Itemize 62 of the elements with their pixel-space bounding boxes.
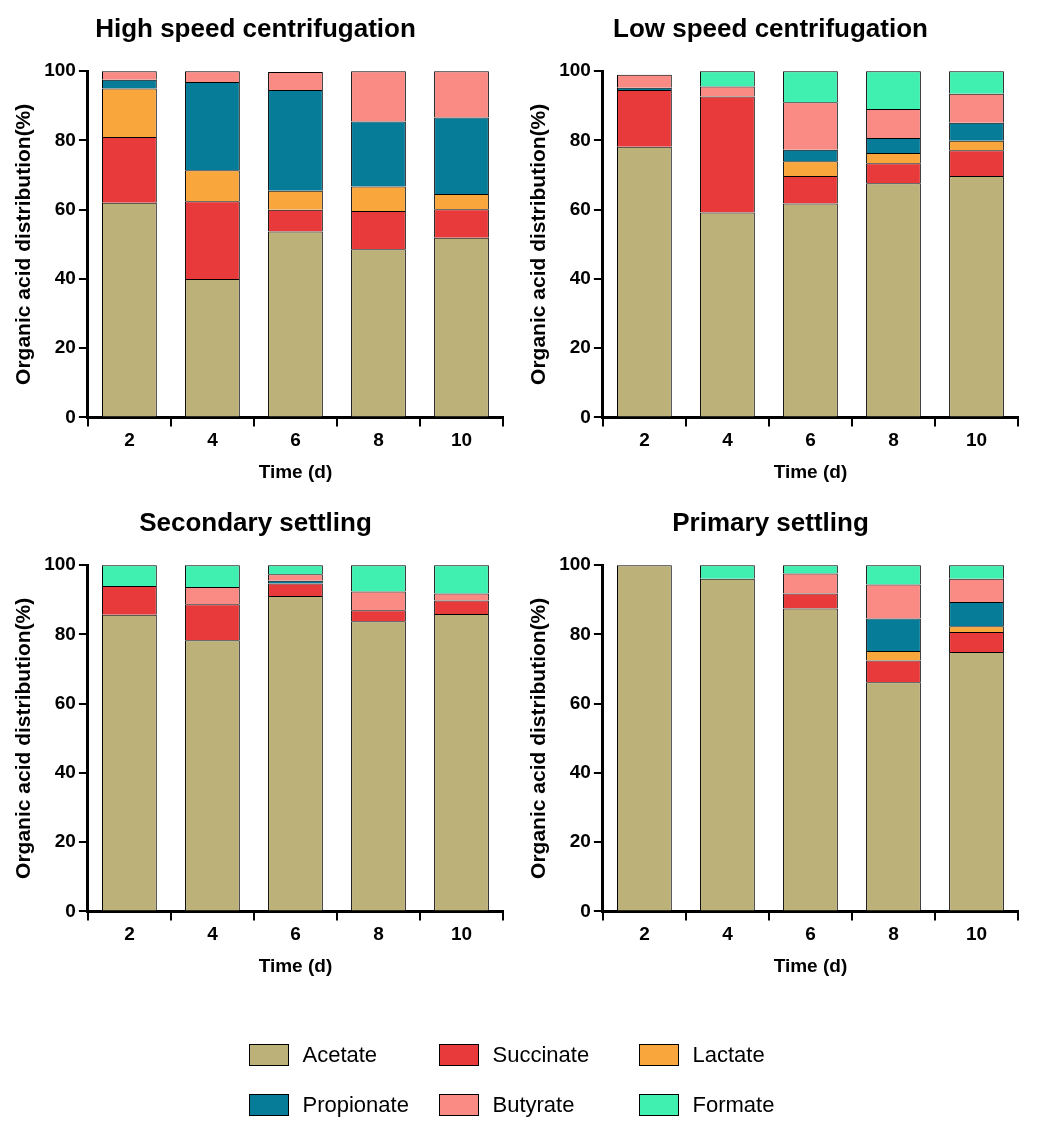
x-tick-label: 4 [207, 923, 219, 945]
x-tick-label: 2 [124, 429, 135, 451]
x-tick-label: 6 [805, 923, 816, 945]
y-tick-label: 100 [559, 59, 591, 81]
y-tick-label: 80 [569, 128, 591, 150]
y-tick-label: 80 [54, 622, 76, 644]
x-tick-label: 6 [290, 923, 301, 945]
x-tick-label: 6 [805, 429, 816, 451]
x-tick-label: 8 [888, 923, 899, 945]
y-tick-label: 40 [54, 267, 76, 289]
x-tick-label: 4 [722, 923, 734, 945]
y-tick-label: 100 [44, 553, 76, 575]
y-tick-label: 60 [569, 197, 591, 219]
y-tick-label: 0 [65, 899, 76, 921]
x-tick-label: 4 [722, 429, 734, 451]
x-tick-label: 8 [373, 429, 384, 451]
legend-label: Formate [692, 1092, 775, 1118]
y-tick-label: 0 [65, 405, 76, 427]
y-tick-label: 60 [54, 197, 76, 219]
legend-label: Acetate [302, 1042, 378, 1068]
y-tick-label: 60 [54, 691, 76, 713]
x-axis-title: Time (d) [258, 954, 333, 976]
chart-title: Primary settling [672, 506, 869, 537]
x-tick-label: 10 [450, 923, 473, 945]
chart-title: Low speed centrifugation [613, 12, 928, 43]
x-tick-label: 4 [207, 429, 219, 451]
legend-label: Lactate [692, 1042, 765, 1068]
legend-label: Butyrate [492, 1092, 575, 1118]
legend-label: Succinate [492, 1042, 590, 1068]
y-tick-label: 60 [569, 691, 591, 713]
y-tick-label: 0 [580, 405, 591, 427]
y-tick-label: 20 [569, 336, 591, 358]
y-tick-label: 20 [54, 336, 76, 358]
chart-title: Secondary settling [139, 506, 372, 537]
legend-label: Propionate [302, 1092, 409, 1118]
y-tick-label: 40 [54, 761, 76, 783]
x-tick-label: 2 [639, 429, 650, 451]
y-tick-label: 80 [569, 622, 591, 644]
x-axis-title: Time (d) [258, 460, 333, 482]
y-tick-label: 100 [44, 59, 76, 81]
x-tick-label: 10 [450, 429, 473, 451]
y-axis-title: Organic acid distribution(%) [11, 597, 35, 879]
x-axis-title: Time (d) [773, 460, 848, 482]
x-tick-label: 2 [124, 923, 135, 945]
y-tick-label: 40 [569, 761, 591, 783]
y-axis-title: Organic acid distribution(%) [526, 597, 550, 879]
x-tick-label: 10 [965, 429, 988, 451]
y-tick-label: 80 [54, 128, 76, 150]
y-axis-title: Organic acid distribution(%) [526, 103, 550, 385]
x-tick-label: 8 [373, 923, 384, 945]
chart-title: High speed centrifugation [95, 12, 416, 43]
x-axis-title: Time (d) [773, 954, 848, 976]
y-tick-label: 40 [569, 267, 591, 289]
x-tick-label: 2 [639, 923, 650, 945]
y-tick-label: 0 [580, 899, 591, 921]
x-tick-label: 8 [888, 429, 899, 451]
x-tick-label: 6 [290, 429, 301, 451]
y-axis-title: Organic acid distribution(%) [11, 103, 35, 385]
y-tick-label: 100 [559, 553, 591, 575]
x-tick-label: 10 [965, 923, 988, 945]
y-tick-label: 20 [54, 830, 76, 852]
y-tick-label: 20 [569, 830, 591, 852]
